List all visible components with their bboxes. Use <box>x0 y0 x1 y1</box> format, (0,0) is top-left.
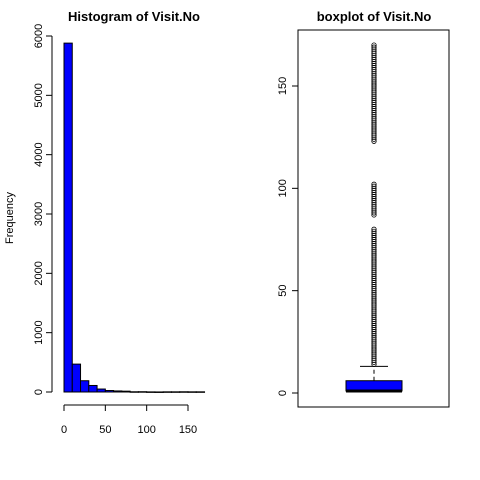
boxplot-outlier <box>371 42 377 48</box>
histogram-y-tick-label: 4000 <box>33 142 45 166</box>
histogram-y-tick-label: 6000 <box>33 24 45 48</box>
boxplot-body <box>345 365 403 393</box>
boxplot-y-tick-label: 150 <box>277 77 289 95</box>
histogram-bar <box>162 391 172 393</box>
histogram-bar <box>88 384 98 393</box>
boxplot-outlier <box>371 226 377 232</box>
histogram-x-tick-label: 150 <box>179 424 197 436</box>
boxplot-y-tick-label: 50 <box>277 285 289 297</box>
boxplot-outliers <box>371 42 377 367</box>
boxplot-y-tick-label: 100 <box>277 179 289 197</box>
histogram-y-axis: 0 1000 2000 3000 4000 5000 6000 <box>33 24 53 395</box>
histogram-bar <box>170 391 181 393</box>
histogram-y-tick-label: 0 <box>33 389 45 395</box>
histogram-bar <box>129 391 139 393</box>
histogram-bar <box>96 388 106 393</box>
histogram-y-tick-label: 1000 <box>33 320 45 344</box>
histogram-bar <box>104 390 115 393</box>
histogram-y-tick-label: 5000 <box>33 83 45 107</box>
histogram-bar <box>187 391 197 393</box>
boxplot-title: boxplot of Visit.No <box>317 9 432 24</box>
histogram-bar <box>154 391 164 393</box>
histogram-y-tick-label: 2000 <box>33 261 45 285</box>
histogram-x-tick-label: 0 <box>61 424 67 436</box>
histogram-bar <box>137 391 148 393</box>
histogram-x-tick-label: 50 <box>99 424 111 436</box>
boxplot-panel: boxplot of Visit.No 0 50 100 150 <box>277 9 450 408</box>
histogram-bar <box>113 390 123 393</box>
histogram-bar <box>63 42 73 393</box>
boxplot-y-axis: 0 50 100 150 <box>277 77 299 396</box>
histogram-bar <box>179 391 189 393</box>
histogram-y-tick-label: 3000 <box>33 202 45 226</box>
histogram-bar <box>195 391 206 393</box>
boxplot-outlier <box>371 44 377 50</box>
histogram-bar <box>121 390 131 393</box>
histogram-x-axis: 0 50 100 150 <box>61 404 197 436</box>
histogram-x-tick-label: 100 <box>137 424 155 436</box>
histogram-bar <box>71 363 82 393</box>
histogram-title: Histogram of Visit.No <box>68 9 200 24</box>
histogram-bar <box>146 391 156 393</box>
boxplot-outlier <box>371 228 377 234</box>
histogram-y-axis-label: Frequency <box>4 192 16 244</box>
boxplot-box <box>345 380 403 392</box>
boxplot-y-tick-label: 0 <box>277 390 289 396</box>
boxplot-outlier <box>371 183 377 189</box>
histogram-bar <box>80 380 90 393</box>
histogram-bars <box>63 42 206 393</box>
boxplot-outlier <box>371 181 377 187</box>
histogram-panel: Histogram of Visit.No Frequency 0 50 100 15… <box>4 9 206 436</box>
